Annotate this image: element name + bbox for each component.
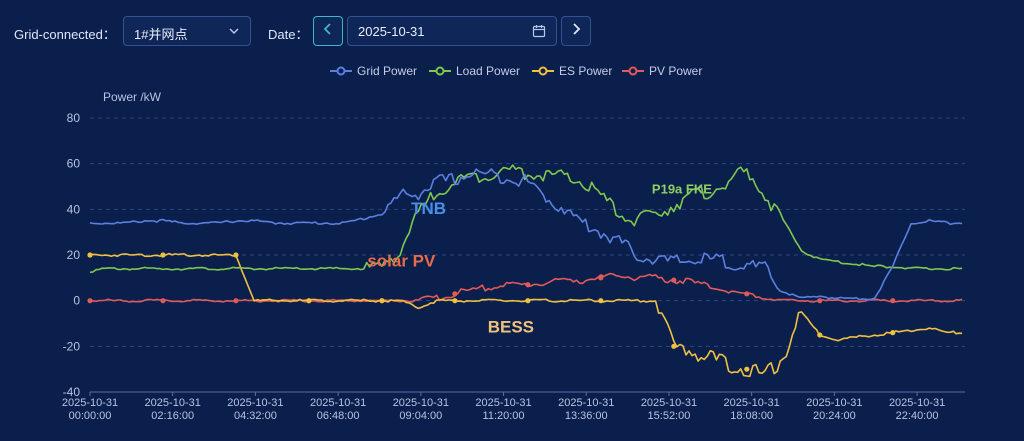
data-point: [160, 252, 166, 258]
x-tick-label: 2025-10-31: [641, 397, 697, 409]
y-tick-label: 60: [67, 157, 81, 171]
x-tick-label: 09:04:00: [399, 410, 442, 422]
data-point: [817, 332, 823, 338]
data-point: [233, 298, 239, 304]
legend-label: Load Power: [456, 64, 521, 78]
series-line-grid-power: [89, 168, 963, 301]
data-point: [87, 298, 93, 304]
chevron-right-icon: [570, 22, 582, 41]
y-axis-title: Power /kW: [103, 90, 162, 104]
grid-connected-select[interactable]: 1#并网点: [123, 16, 251, 46]
legend-grid-power[interactable]: Grid Power: [330, 64, 417, 78]
data-point: [233, 252, 239, 258]
x-tick-label: 22:40:00: [896, 410, 939, 422]
chart-annotation: BESS: [488, 318, 534, 337]
legend-marker-load-power: [429, 66, 451, 76]
x-tick-label: 11:20:00: [483, 410, 525, 422]
data-point: [87, 252, 93, 258]
x-tick-label: 13:36:00: [565, 410, 608, 422]
x-tick-label: 2025-10-31: [724, 397, 780, 409]
x-tick-label: 18:08:00: [730, 410, 773, 422]
grid-connected-value: 1#并网点: [134, 27, 188, 42]
y-tick-label: 80: [67, 111, 81, 125]
legend-marker-pv-power: [622, 66, 644, 76]
data-point: [598, 275, 604, 281]
x-tick-label: 20:24:00: [813, 410, 856, 422]
x-tick-label: 2025-10-31: [806, 397, 862, 409]
chart-annotation: P19a FKE: [652, 181, 712, 196]
x-tick-label: 2025-10-31: [889, 397, 945, 409]
data-point: [160, 298, 166, 304]
legend-load-power[interactable]: Load Power: [429, 64, 520, 78]
x-tick-label: 2025-10-31: [558, 397, 614, 409]
chart-annotation: solar PV: [367, 251, 436, 270]
x-tick-label: 02:16:00: [151, 410, 194, 422]
prev-day-button[interactable]: [313, 16, 343, 46]
x-tick-label: 04:32:00: [234, 410, 277, 422]
data-point: [744, 366, 750, 372]
date-label: Date：: [268, 27, 309, 42]
chevron-down-icon: [228, 23, 240, 44]
x-tick-label: 2025-10-31: [310, 397, 366, 409]
data-point: [598, 298, 604, 304]
data-point: [379, 298, 385, 304]
date-value: 2025-10-31: [358, 24, 425, 39]
data-point: [452, 298, 458, 304]
legend-es-power[interactable]: ES Power: [532, 64, 612, 78]
x-tick-label: 00:00:00: [69, 410, 112, 422]
series-line-es-power: [89, 252, 963, 378]
legend-marker-es-power: [532, 66, 554, 76]
data-point: [671, 277, 677, 283]
data-point: [525, 298, 531, 304]
y-tick-label: 20: [67, 248, 81, 262]
y-tick-label: -40: [63, 385, 81, 399]
x-tick-label: 2025-10-31: [145, 397, 201, 409]
chart-legend: Grid Power Load Power ES Power PV Power: [0, 64, 1024, 80]
chevron-left-icon: [322, 22, 334, 41]
y-tick-label: 0: [73, 294, 80, 308]
date-picker[interactable]: 2025-10-31: [347, 16, 557, 46]
legend-label: Grid Power: [357, 64, 418, 78]
legend-label: PV Power: [649, 64, 703, 78]
series-line-load-power: [89, 164, 963, 274]
x-tick-label: 2025-10-31: [475, 397, 531, 409]
grid-connected-label: Grid-connected：: [14, 27, 116, 42]
legend-marker-grid-power: [330, 66, 352, 76]
x-tick-label: 06:48:00: [317, 410, 360, 422]
data-point: [306, 298, 312, 304]
data-point: [525, 282, 531, 288]
data-point: [890, 330, 896, 336]
calendar-icon: [532, 24, 546, 43]
x-tick-label: 2025-10-31: [393, 397, 449, 409]
data-point: [890, 298, 896, 304]
legend-label: ES Power: [559, 64, 613, 78]
y-tick-label: 40: [67, 202, 81, 216]
data-point: [744, 291, 750, 297]
data-point: [817, 298, 823, 304]
legend-pv-power[interactable]: PV Power: [622, 64, 702, 78]
x-tick-label: 2025-10-31: [62, 397, 118, 409]
x-tick-label: 15:52:00: [648, 410, 691, 422]
x-tick-label: 2025-10-31: [227, 397, 283, 409]
toolbar: Grid-connected： 1#并网点 Date： 2025-10-31: [0, 16, 1024, 48]
chart-annotation: TNB: [411, 199, 446, 218]
data-point: [452, 291, 458, 297]
data-point: [671, 343, 677, 349]
next-day-button[interactable]: [561, 16, 591, 46]
y-tick-label: -20: [63, 339, 81, 353]
